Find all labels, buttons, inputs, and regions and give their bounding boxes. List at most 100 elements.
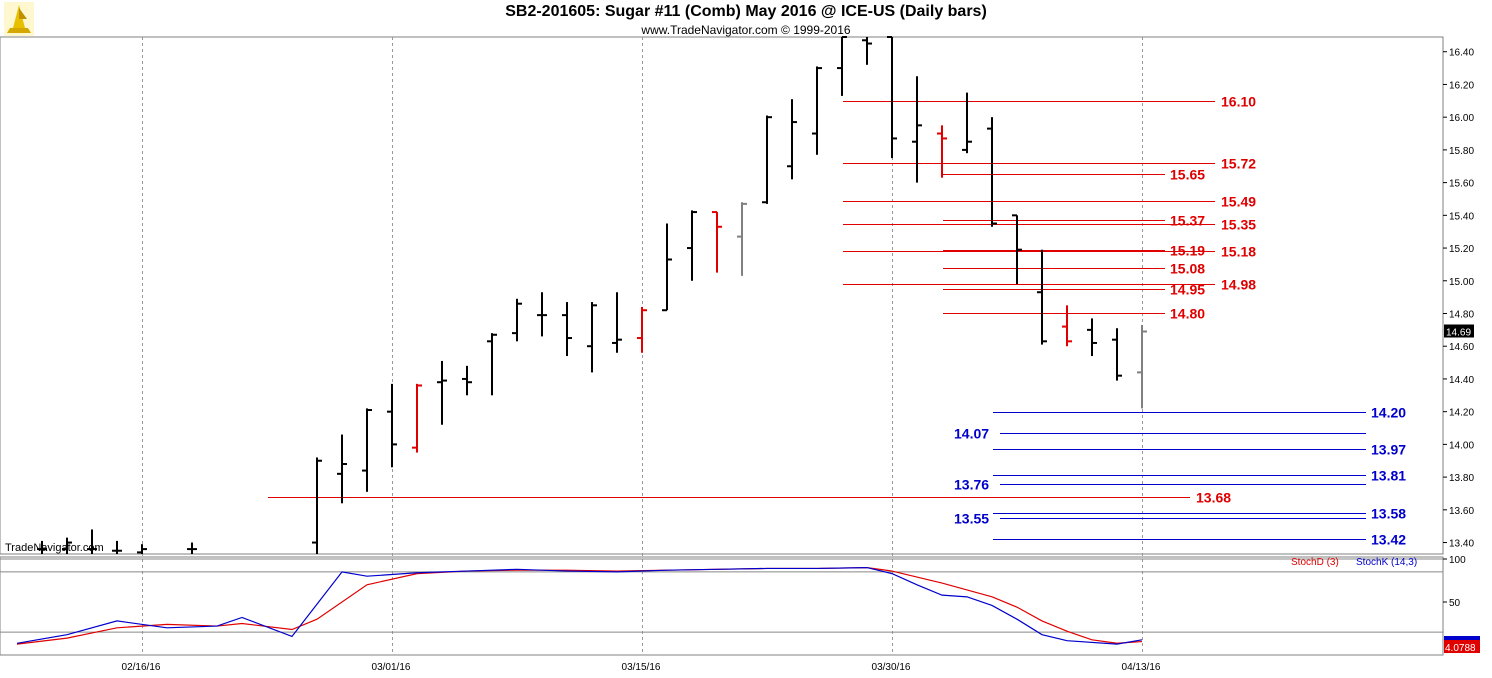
price-tick-label: 14.80 [1449,309,1474,320]
resistance-label: 14.98 [1221,277,1256,293]
resistance-label: 15.65 [1170,167,1205,183]
ohlc-bar [812,66,822,155]
tradenavigator-logo [4,2,34,36]
ohlc-bar [737,202,747,276]
stoch-k-legend: StochK (14,3) [1356,557,1417,568]
chart-title: SB2-201605: Sugar #11 (Comb) May 2016 @ … [505,3,987,20]
ohlc-bar [787,99,797,180]
resistance-label: 15.19 [1170,243,1205,259]
watermark: TradeNavigator.com [5,542,104,554]
ohlc-bar [1012,214,1022,285]
date-axis: 02/16/16 03/01/16 03/15/16 03/30/16 04/13/16 [122,662,1161,673]
ohlc-bar [987,117,997,227]
price-tick-label: 16.20 [1449,80,1474,91]
ohlc-bar [387,383,397,468]
stochastic-panel: 100 50 StochD (3) StochK (14,3) 4.0788 [16,555,1480,654]
ohlc-bar [87,529,97,554]
price-tick-label: 16.40 [1449,48,1474,59]
date-tick-label: 02/16/16 [122,662,161,673]
ohlc-bar [712,211,722,273]
ohlc-bar [187,542,197,554]
ohlc-bar [112,540,122,554]
ohlc-bars [37,36,1147,554]
price-tick-label: 14.00 [1449,440,1474,451]
ohlc-bar [1062,305,1072,347]
ohlc-bar [462,365,472,396]
date-tick-label: 04/13/16 [1122,662,1161,673]
ohlc-bar [1137,324,1147,409]
stoch-panel-frame [0,556,1444,656]
resistance-label: 15.35 [1221,217,1256,233]
ohlc-bar [612,292,622,353]
stoch-d-box [1444,640,1480,653]
last-price-box [1444,324,1474,338]
ohlc-bar [587,302,597,373]
stoch-d-value: 4.0788 [1445,643,1476,654]
ohlc-bar [487,333,497,396]
ohlc-bar [37,540,47,554]
ohlc-bar [537,292,547,337]
resistance-label: 14.95 [1170,282,1205,298]
price-panel-frame [0,36,1444,555]
price-tick-label: 15.40 [1449,211,1474,222]
price-tick-label: 15.00 [1449,277,1474,288]
date-tick-label: 03/30/16 [872,662,911,673]
price-axis: 16.40 16.20 16.00 15.80 15.60 15.40 15.20 15.00… [1443,48,1474,550]
support-label: 13.58 [1371,506,1406,522]
resistance-label: 16.10 [1221,94,1256,110]
price-tick-label: 13.80 [1449,473,1474,484]
ohlc-bar [137,544,147,554]
ohlc-bar [1112,328,1122,381]
stoch-d-legend: StochD (3) [1291,557,1339,568]
ohlc-bar [412,383,422,453]
resistance-label: 13.68 [1196,490,1231,506]
ohlc-bar [312,457,322,554]
price-tick-label: 13.60 [1449,506,1474,517]
ohlc-bar [62,537,72,554]
ohlc-bar [362,408,372,492]
stoch-k-marker [1444,636,1480,640]
ohlc-bar [637,306,647,353]
ohlc-bar [837,36,847,96]
ohlc-bar [962,92,972,154]
price-tick-label: 15.80 [1449,146,1474,157]
resistance-label: 14.80 [1170,306,1205,322]
ohlc-bar [662,223,672,312]
last-price-label: 14.69 [1446,327,1471,338]
support-resistance-levels: 16.10 15.72 15.65 15.49 15.37 15.35 15.19 15.18… [268,94,1406,548]
ohlc-bar [687,210,697,281]
price-tick-label: 13.40 [1449,539,1474,550]
date-tick-label: 03/01/16 [372,662,411,673]
stoch-d-line [16,566,1143,645]
price-tick-label: 15.20 [1449,244,1474,255]
stoch-k-line [16,566,1143,645]
support-label: 13.55 [954,511,989,527]
price-tick-label: 14.20 [1449,408,1474,419]
ohlc-bar [1037,249,1047,345]
price-tick-label: 14.60 [1449,342,1474,353]
ohlc-bar [937,125,947,178]
resistance-label: 15.72 [1221,156,1256,172]
ohlc-bar [512,298,522,342]
price-tick-label: 14.40 [1449,375,1474,386]
chart-subtitle: www.TradeNavigator.com © 1999-2016 [641,23,851,37]
resistance-label: 15.18 [1221,244,1256,260]
support-label: 13.42 [1371,532,1406,548]
support-label: 14.07 [954,426,989,442]
price-tick-label: 16.00 [1449,113,1474,124]
grid-lines [0,36,1444,656]
ohlc-bar [337,434,347,504]
resistance-label: 15.49 [1221,194,1256,210]
resistance-label: 15.08 [1170,261,1205,277]
stoch-tick-label: 100 [1449,555,1466,566]
ohlc-bar [1087,318,1097,357]
ohlc-bar [437,360,447,425]
ohlc-bar [887,36,897,159]
ohlc-bar [562,302,572,357]
price-tick-label: 15.60 [1449,179,1474,190]
ohlc-bar [762,115,772,204]
ohlc-bar [912,76,922,183]
support-label: 13.76 [954,477,989,493]
support-label: 14.20 [1371,405,1406,421]
